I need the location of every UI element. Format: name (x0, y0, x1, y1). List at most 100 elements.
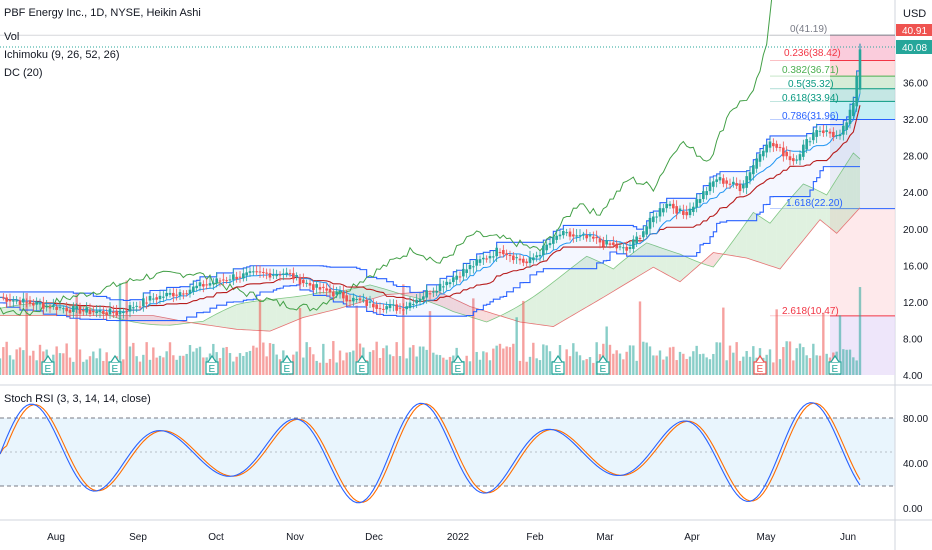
cloud-segment (446, 295, 450, 311)
candle-body (645, 226, 648, 235)
price-axis[interactable]: USD 36.00 32.00 28.00 24.00 20.00 16.00 12.00 8… (896, 8, 932, 382)
cloud-segment (703, 258, 707, 265)
cloud-segment (33, 303, 37, 316)
earnings-marker-label: E (112, 364, 119, 375)
earnings-marker: E (596, 354, 610, 375)
cloud-segment (750, 212, 754, 261)
candle-body (82, 309, 85, 312)
fib-retracement[interactable] (0, 34, 895, 375)
volume-bar (255, 347, 258, 375)
candle-body (845, 122, 848, 130)
volume-bar (588, 357, 592, 375)
cloud-segment (566, 269, 570, 319)
cloud-segment (640, 245, 644, 276)
candle-body (92, 310, 95, 313)
time-label: Oct (208, 532, 224, 543)
candle-body (175, 294, 178, 296)
volume-bar (472, 298, 475, 375)
legend: PBF Energy Inc., 1D, NYSE, Heikin Ashi V… (4, 7, 201, 405)
vol-legend[interactable]: Vol (4, 31, 19, 43)
candle-body (778, 147, 782, 149)
cloud-segment (623, 257, 627, 286)
volume-bar (375, 341, 378, 375)
earnings-marker-label: E (832, 364, 839, 375)
rsi-tick-0: 0.00 (903, 504, 923, 515)
volume-bar (428, 311, 432, 375)
rsi-axis[interactable]: 80.00 40.00 0.00 (903, 414, 928, 515)
earnings-marker-label: E (555, 364, 562, 375)
ichimoku-legend[interactable]: Ichimoku (9, 26, 52, 26) (4, 49, 120, 61)
volume-bar (128, 346, 132, 375)
candle-body (365, 299, 368, 306)
volume-bar (742, 356, 745, 375)
volume-bar (785, 341, 788, 375)
time-axis[interactable]: Aug Sep Oct Nov Dec 2022 Feb Mar Apr May Jun (47, 532, 856, 543)
symbol-title[interactable]: PBF Energy Inc., 1D, NYSE, Heikin Ashi (4, 7, 201, 19)
cloud-segment (223, 308, 227, 328)
candle-body (718, 177, 722, 181)
candle-body (22, 298, 25, 303)
cloud-segment (440, 292, 444, 308)
candle-body (428, 293, 432, 295)
candle-body (802, 144, 805, 157)
stoch-legend[interactable]: Stoch RSI (3, 3, 14, 14, close) (4, 393, 151, 405)
candle-body (275, 274, 278, 277)
candle-body (2, 297, 5, 299)
cloud-segment (253, 300, 257, 331)
candle-body (582, 234, 585, 236)
volume-bar (392, 356, 395, 375)
volume-bar (725, 360, 728, 375)
cloud-segment (416, 292, 420, 299)
candle-body (468, 265, 472, 270)
candle-body (148, 295, 152, 301)
volume-bar (22, 350, 25, 375)
cloud-segment (456, 300, 460, 314)
volume-bar (32, 350, 35, 375)
volume-bar (58, 353, 62, 375)
cloud-segment (833, 179, 837, 234)
candle-body (838, 134, 842, 137)
volume-bar (715, 342, 718, 375)
candle-body (258, 271, 262, 273)
volume-bar (635, 360, 638, 375)
candle-body (692, 206, 695, 212)
current-price-badge (896, 40, 932, 54)
volume-bar (178, 355, 182, 375)
volume-bar (372, 350, 375, 375)
earnings-marker: E (280, 354, 294, 375)
price-tick: 32.00 (903, 115, 928, 126)
cloud-segment (783, 202, 787, 265)
cloud-segment (610, 267, 614, 294)
volume-bar (408, 347, 412, 375)
candle-body (292, 273, 295, 280)
donchian-fill (0, 43, 860, 321)
volume-bar (248, 350, 252, 375)
price-tick: 8.00 (903, 334, 923, 345)
dc-legend[interactable]: DC (20) (4, 67, 43, 79)
cloud-segment (580, 258, 584, 311)
price-tick: 16.00 (903, 261, 928, 272)
candle-body (208, 283, 212, 286)
volume-bar (85, 359, 88, 375)
candle-body (515, 257, 518, 259)
last-price-badge (896, 24, 932, 36)
volume-bar (442, 357, 445, 375)
volume-bar (578, 355, 582, 375)
volume-bar (632, 345, 635, 375)
cloud-segment (560, 274, 564, 323)
candle-body (305, 282, 308, 284)
cloud-segment (576, 261, 580, 313)
cloud-segment (250, 301, 254, 331)
volume-bar (202, 357, 205, 375)
volume-bar (788, 341, 792, 375)
volume-bar (798, 343, 802, 375)
candle-body (665, 203, 668, 209)
volume-bar (185, 353, 188, 375)
cloud-segment (140, 315, 144, 324)
candle-body (685, 211, 688, 216)
candle-body (42, 302, 45, 309)
cloud-segment (136, 315, 140, 324)
volume-bar (5, 341, 8, 375)
earnings-marker: E (753, 354, 767, 375)
